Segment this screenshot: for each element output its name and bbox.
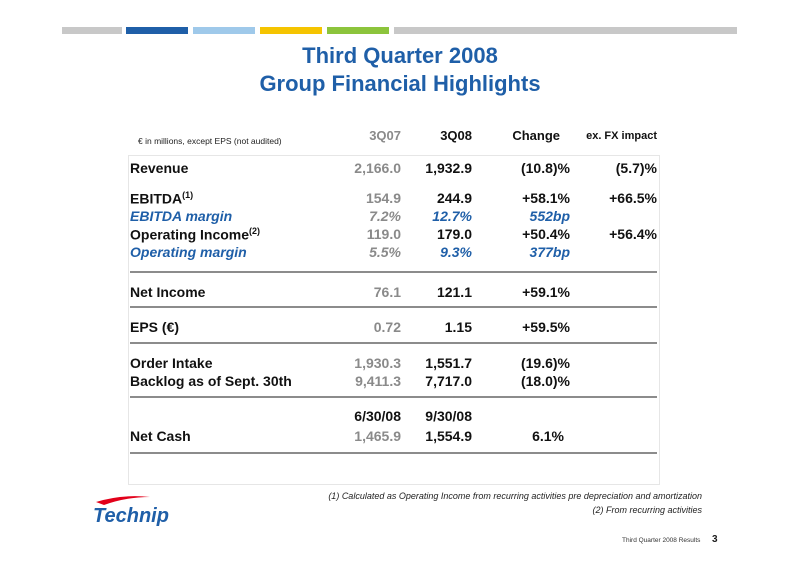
- slide-title-line1: Third Quarter 2008: [302, 43, 498, 68]
- value-3q07: 119.0: [366, 226, 401, 242]
- logo-swoosh-icon: Technip: [93, 496, 169, 527]
- value-change: (18.0)%: [520, 373, 570, 389]
- value-fx: +56.4%: [609, 226, 657, 242]
- value-change: 552bp: [529, 208, 570, 224]
- value-change: (19.6)%: [520, 355, 570, 371]
- technip-logo: Technip: [92, 493, 172, 529]
- row-label: Operating margin: [130, 244, 247, 260]
- col-header-change: Change: [512, 128, 560, 143]
- value-3q08: 1,551.7: [425, 355, 472, 371]
- col-header-3q07: 3Q07: [369, 128, 401, 143]
- slide-title-line2: Group Financial Highlights: [259, 71, 541, 96]
- value-3q08: 1.15: [444, 319, 472, 335]
- value-fx: +66.5%: [609, 190, 657, 206]
- value-3q07: 1,930.3: [354, 355, 401, 371]
- footnote-2: (2) From recurring activities: [592, 505, 702, 515]
- col-header-fx: ex. FX impact: [586, 130, 657, 142]
- value-3q07: 7.2%: [369, 208, 401, 224]
- header-stripe-3: [193, 27, 255, 34]
- footnote-ref: (2): [249, 226, 261, 236]
- value-3q08: 1,932.9: [425, 160, 472, 176]
- logo-text: Technip: [93, 505, 169, 527]
- value-3q08: 1,554.9: [425, 428, 472, 444]
- row-label: Order Intake: [130, 355, 213, 371]
- footnote-ref: (1): [182, 190, 194, 200]
- row-label: EBITDA(1): [130, 190, 194, 207]
- value-3q07: 9,411.3: [355, 373, 401, 389]
- value-3q07: 0.72: [373, 319, 401, 335]
- table-panel: [128, 155, 660, 485]
- date-prior: 6/30/08: [354, 408, 401, 424]
- row-separator: [130, 452, 657, 454]
- row-label: Net Cash: [130, 428, 191, 444]
- row-label: Operating Income(2): [130, 226, 261, 243]
- header-stripe-5: [327, 27, 389, 34]
- header-stripe-1: [62, 27, 122, 34]
- value-fx: (5.7)%: [615, 160, 657, 176]
- value-3q08: 12.7%: [432, 208, 472, 224]
- row-separator: [130, 396, 657, 398]
- table-row-ebitda: EBITDA(1) 154.9 244.9 +58.1% +66.5%: [130, 190, 670, 210]
- row-separator: [130, 271, 657, 273]
- value-3q08: 244.9: [436, 190, 472, 206]
- value-change: 6.1%: [532, 428, 564, 444]
- value-change: (10.8)%: [520, 160, 570, 176]
- table-row-eps: EPS (€) 0.72 1.15 +59.5%: [130, 319, 670, 339]
- page-number: 3: [712, 534, 718, 545]
- footer-label: Third Quarter 2008 Results: [622, 537, 701, 544]
- value-3q07: 5.5%: [369, 244, 401, 260]
- value-change: 377bp: [529, 244, 570, 260]
- header-stripe-2: [126, 27, 188, 34]
- units-note: € in millions, except EPS (not audited): [138, 136, 282, 146]
- value-3q07: 154.9: [365, 190, 401, 206]
- value-3q08: 121.1: [436, 284, 472, 300]
- header-stripe-6: [394, 27, 737, 34]
- row-label: EPS (€): [130, 319, 180, 335]
- value-change: +59.5%: [522, 319, 570, 335]
- value-change: +50.4%: [522, 226, 570, 242]
- row-label: Net Income: [130, 284, 206, 300]
- value-3q08: 179.0: [436, 226, 472, 242]
- table-row-revenue: Revenue 2,166.0 1,932.9 (10.8)% (5.7)%: [130, 160, 670, 180]
- value-3q07: 2,166.0: [354, 160, 401, 176]
- value-change: +59.1%: [522, 284, 570, 300]
- value-3q08: 9.3%: [440, 244, 472, 260]
- table-row-ebitda-margin: EBITDA margin 7.2% 12.7% 552bp: [130, 208, 670, 228]
- value-3q08: 7,717.0: [425, 373, 472, 389]
- value-3q07: 76.1: [373, 284, 401, 300]
- footnote-1: (1) Calculated as Operating Income from …: [328, 491, 702, 501]
- row-label: Revenue: [130, 160, 189, 176]
- row-separator: [130, 342, 657, 344]
- date-current: 9/30/08: [425, 408, 472, 424]
- header-stripe-4: [260, 27, 322, 34]
- table-row-order-intake: Order Intake 1,930.3 1,551.7 (19.6)%: [130, 355, 670, 375]
- table-row-dates: 6/30/08 9/30/08: [130, 408, 670, 428]
- value-3q07: 1,465.9: [354, 428, 401, 444]
- row-label: EBITDA margin: [130, 208, 233, 224]
- row-label: Backlog as of Sept. 30th: [130, 373, 292, 389]
- col-header-3q08: 3Q08: [440, 128, 472, 143]
- table-row-net-cash: Net Cash 1,465.9 1,554.9 6.1%: [130, 428, 670, 448]
- table-row-operating-margin: Operating margin 5.5% 9.3% 377bp: [130, 244, 670, 264]
- table-row-operating-income: Operating Income(2) 119.0 179.0 +50.4% +…: [130, 226, 670, 246]
- table-row-backlog: Backlog as of Sept. 30th 9,411.3 7,717.0…: [130, 373, 670, 393]
- row-separator: [130, 306, 657, 308]
- value-change: +58.1%: [522, 190, 570, 206]
- table-row-net-income: Net Income 76.1 121.1 +59.1%: [130, 284, 670, 304]
